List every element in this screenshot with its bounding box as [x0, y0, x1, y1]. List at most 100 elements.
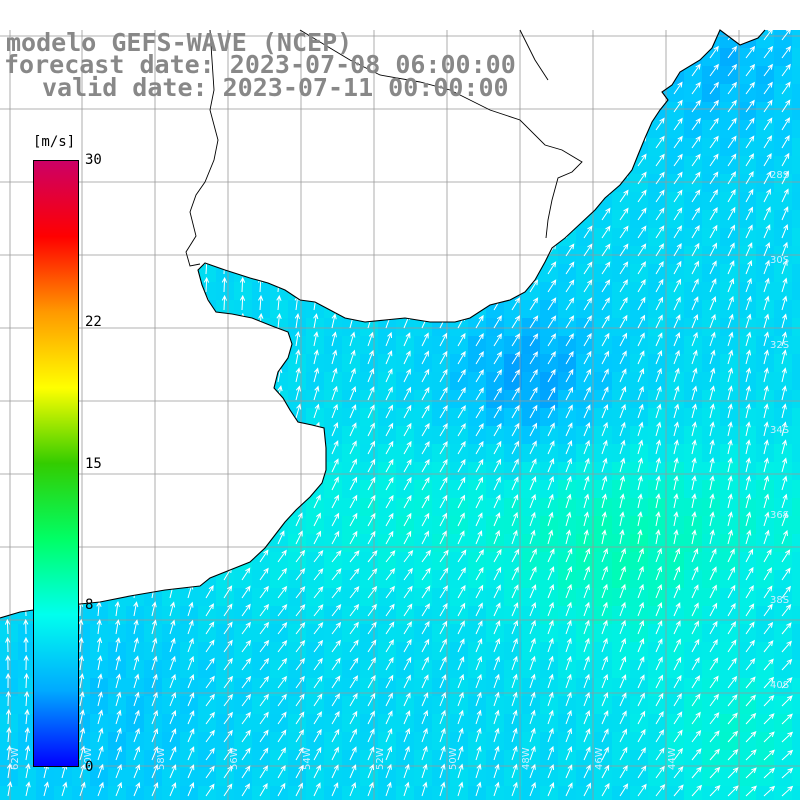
wind-arrow — [727, 367, 734, 383]
wind-arrow — [781, 223, 789, 239]
wind-speed-cell — [684, 588, 703, 607]
wind-speed-cell — [648, 696, 667, 715]
wind-speed-cell — [486, 570, 505, 589]
wind-arrow — [583, 493, 590, 509]
wind-speed-cell — [360, 336, 379, 355]
wind-speed-cell — [666, 390, 685, 409]
wind-speed-cell — [486, 336, 505, 355]
wind-arrow — [763, 511, 770, 527]
wind-speed-cell — [414, 444, 433, 463]
title-model: modelo GEFS-WAVE (NCEP) — [6, 28, 353, 57]
wind-arrow — [709, 189, 719, 203]
wind-arrow — [763, 713, 775, 725]
wind-speed-cell — [774, 192, 793, 211]
wind-speed-cell — [702, 444, 721, 463]
wind-arrow — [781, 385, 787, 401]
wind-speed-cell — [198, 642, 217, 661]
wind-arrow — [691, 620, 699, 635]
wind-speed-cell — [666, 138, 685, 157]
wind-arrow — [691, 63, 701, 77]
wind-speed-cell — [684, 264, 703, 283]
wind-arrow — [367, 331, 374, 347]
wind-arrow — [655, 314, 663, 329]
wind-speed-cell — [630, 642, 649, 661]
wind-speed-cell — [558, 282, 577, 301]
wind-speed-cell — [378, 768, 397, 787]
wind-speed-cell — [720, 588, 739, 607]
wind-speed-cell — [270, 768, 289, 787]
wind-arrow — [565, 279, 575, 293]
wind-speed-cell — [684, 102, 703, 121]
wind-arrow — [23, 636, 29, 653]
wind-arrow — [115, 763, 122, 779]
wind-speed-cell — [540, 462, 559, 481]
wind-speed-cell — [324, 750, 343, 769]
wind-arrow — [4, 618, 11, 635]
wind-speed-cell — [666, 372, 685, 391]
wind-arrow — [295, 639, 306, 653]
wind-speed-cell — [576, 714, 595, 733]
wind-arrow — [349, 367, 356, 383]
wind-arrow — [457, 709, 464, 725]
wind-speed-cell — [630, 354, 649, 373]
wind-arrow — [529, 386, 538, 401]
wind-arrow — [691, 385, 698, 401]
wind-speed-cell — [468, 480, 487, 499]
wind-arrow — [583, 457, 590, 473]
wind-arrow — [258, 294, 264, 311]
wind-speed-cell — [522, 372, 541, 391]
wind-speed-cell — [108, 642, 127, 661]
wind-speed-cell — [396, 498, 415, 517]
wind-arrow — [277, 530, 285, 545]
wind-speed-cell — [648, 714, 667, 733]
wind-speed-cell — [630, 264, 649, 283]
wind-speed-cell — [360, 372, 379, 391]
wind-arrow — [295, 711, 305, 725]
wind-speed-cell — [576, 552, 595, 571]
wind-arrow — [673, 367, 680, 383]
wind-speed-cell — [522, 552, 541, 571]
wind-arrow — [313, 639, 324, 653]
wind-speed-cell — [342, 354, 361, 373]
wind-speed-cell — [432, 768, 451, 787]
wind-arrow — [475, 655, 483, 671]
wind-arrow — [169, 601, 176, 617]
wind-speed-cell — [576, 336, 595, 355]
wind-speed-cell — [342, 552, 361, 571]
wind-speed-cell — [558, 390, 577, 409]
wind-arrow — [709, 584, 717, 599]
wind-arrow — [295, 512, 303, 527]
wind-speed-cell — [720, 84, 739, 103]
wind-speed-cell — [234, 660, 253, 679]
wind-speed-cell — [342, 426, 361, 445]
wind-arrow — [691, 529, 697, 545]
wind-arrow — [277, 675, 288, 689]
wind-arrow — [709, 785, 721, 797]
wind-arrow — [115, 673, 122, 689]
wind-speed-cell — [756, 786, 775, 800]
wind-speed-cell — [342, 768, 361, 787]
wind-speed-cell — [792, 390, 800, 409]
wind-speed-cell — [594, 732, 613, 751]
wind-arrow — [673, 349, 680, 365]
wind-arrow — [637, 457, 644, 473]
wind-speed-cell — [288, 300, 307, 319]
wind-arrow — [295, 746, 304, 761]
wind-speed-cell — [720, 336, 739, 355]
wind-arrow — [493, 333, 502, 347]
wind-speed-cell — [630, 480, 649, 499]
wind-speed-cell — [468, 570, 487, 589]
wind-speed-cell — [180, 732, 199, 751]
wind-speed-cell — [18, 768, 37, 787]
wind-arrow — [511, 440, 520, 455]
wind-arrow — [115, 709, 122, 725]
wind-arrow — [421, 727, 428, 743]
wind-speed-cell — [702, 210, 721, 229]
wind-speed-cell — [216, 624, 235, 643]
wind-speed-cell — [288, 372, 307, 391]
wind-arrow — [709, 566, 717, 581]
wind-arrow — [421, 620, 430, 635]
wind-arrow — [691, 602, 699, 617]
wind-speed-cell — [576, 426, 595, 445]
wind-speed-cell — [774, 210, 793, 229]
